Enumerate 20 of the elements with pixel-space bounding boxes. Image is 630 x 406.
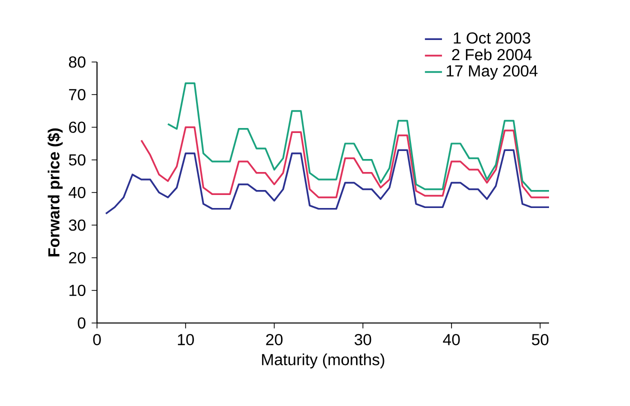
y-tick-label: 60 — [69, 122, 86, 133]
legend-label: 17 May 2004 — [446, 65, 538, 80]
x-tick-label: 20 — [266, 334, 283, 346]
y-axis-title: Forward price ($) — [47, 128, 63, 256]
x-tick-label: 10 — [178, 334, 194, 346]
y-tick-label: 30 — [68, 219, 86, 231]
x-axis-title: Maturity (months) — [262, 354, 384, 368]
y-tick-label: 50 — [68, 154, 86, 166]
y-tick-label: 0 — [78, 317, 86, 329]
legend-label: 2 Feb 2004 — [452, 48, 532, 60]
x-tick-label: 30 — [354, 334, 372, 346]
x-tick-label: 40 — [442, 334, 460, 346]
x-tick-label: 50 — [532, 334, 548, 346]
y-tick-label: 20 — [69, 252, 86, 264]
y-tick-label: 10 — [69, 284, 86, 296]
y-tick-label: 70 — [69, 88, 86, 100]
y-tick-label: 80 — [68, 56, 86, 68]
legend-label: 1 Oct 2003 — [454, 32, 530, 44]
x-tick-label: 0 — [93, 334, 101, 346]
y-tick-label: 40 — [68, 186, 86, 198]
